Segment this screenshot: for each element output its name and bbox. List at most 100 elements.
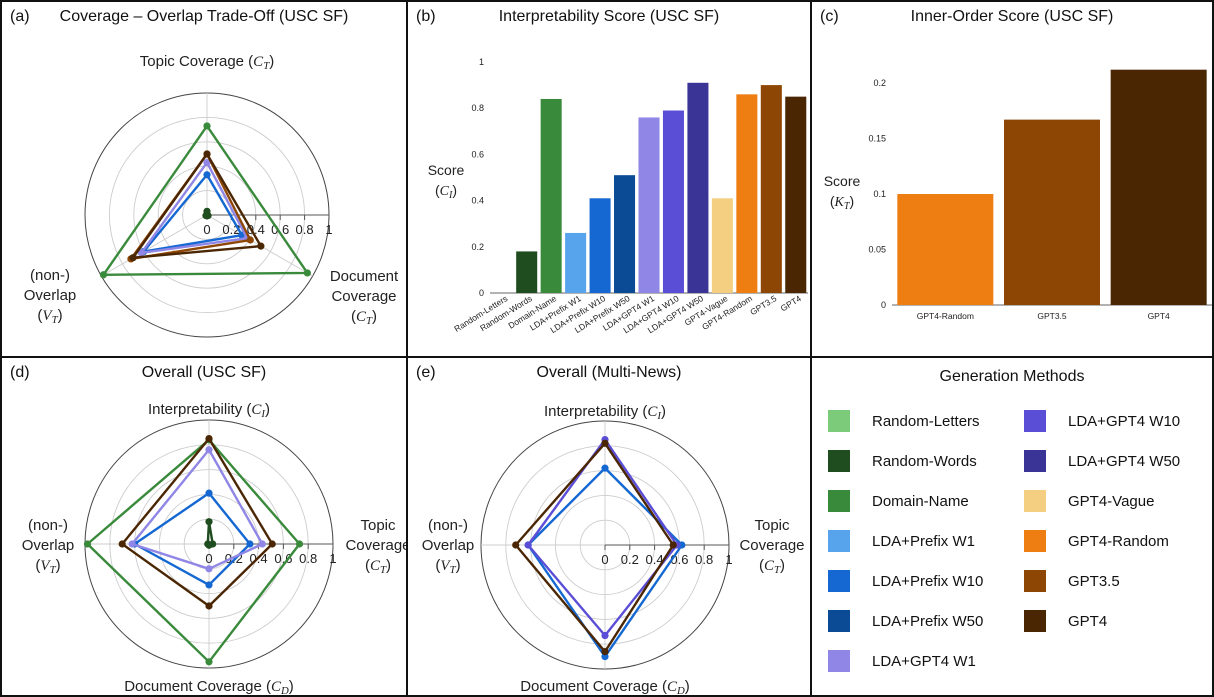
radial-tick-label: 1 [725,552,732,567]
bar [516,251,538,293]
data-point [303,269,311,277]
data-point [203,158,211,167]
radial-tick-label: 0.6 [274,551,292,566]
data-point [205,602,213,610]
legend-label: Random-Letters [872,412,980,430]
axis-label: (VT) [435,557,460,576]
legend-label: GPT3.5 [1068,572,1120,590]
axis-label: (non-) [30,267,70,284]
series-line [102,124,309,276]
radial-tick-label: 0.2 [621,552,639,567]
data-point [246,236,254,244]
series-line [86,438,301,663]
data-point [257,242,265,250]
x-tick-label: GPT4 [779,293,803,313]
axis-label: (VT) [35,557,60,576]
radial-tick-label: 0.4 [646,552,664,567]
legend-item: LDA+GPT4 W1 [828,650,976,672]
legend-item: GPT4-Vague [1024,490,1154,512]
series-line [140,161,249,255]
data-point [202,212,210,220]
bar-chart-interpretability: 00.20.40.60.81Random-LettersRandom-Words… [428,57,808,335]
axis-label: Topic [360,517,396,534]
bar [711,198,733,293]
legend-swatch [828,530,850,552]
axis-label: Document Coverage (CD) [124,678,294,697]
y-axis-label: Score [428,162,465,178]
y-axis-label: Score [824,173,861,189]
radial-tick-label: 0.8 [299,551,317,566]
axis-label: Topic Coverage (CT) [140,53,274,72]
panel-label: (d) [10,364,30,381]
legend-label: Random-Words [872,452,977,470]
data-point [83,540,92,548]
bar-group: 0 0.05 0.1 0.15 0.2 GPT4-Random GPT3.5 GPT4 Scor… [824,69,1212,321]
data-point [205,435,213,443]
data-point [203,150,211,158]
x-tick-label: GPT4-Random [917,311,974,321]
axis-label: Document Coverage (CD) [520,678,690,697]
axis-label: (non-) [28,517,68,534]
data-point [205,446,213,454]
panel-overall-uscsf: 0 0.2 0.4 0.6 0.8 1 Interpretability (CI) Topic… [0,356,408,697]
legend-item: LDA+Prefix W50 [828,610,983,632]
series-line [131,152,263,259]
legend-item: LDA+Prefix W1 [828,530,975,552]
chart-title: Interpretability Score (USC SF) [498,8,720,25]
axis-label: Document [330,268,399,285]
data-point [601,648,609,656]
y-tick-label: 0 [881,300,886,310]
data-point [205,489,213,497]
legend-swatch [1024,490,1046,512]
series-line [142,173,244,253]
data-point [137,249,146,257]
data-point [601,439,609,447]
panel-label: (a) [10,8,30,25]
legend-item: GPT4 [1024,610,1107,632]
legend-swatch [828,450,850,472]
radial-tick-label: 1 [325,222,332,237]
chart-title: Coverage – Overlap Trade-Off (USC SF) [59,8,349,25]
bar [687,82,709,293]
legend-title: Generation Methods [939,368,1085,385]
panel-label: (e) [416,364,436,381]
axis-label: (non-) [428,517,468,534]
y-tick-label: 0.15 [868,134,886,144]
data-point [118,540,126,548]
data-point [99,271,108,279]
axis-label: (CT) [365,557,391,576]
legend-swatch [828,410,850,432]
axis-label: Coverage [345,537,408,554]
data-point [601,653,609,661]
legend-swatch [1024,610,1046,632]
data-point [203,171,211,179]
data-point [204,540,212,548]
legend-swatch [1024,530,1046,552]
grid-spoke [101,214,208,277]
legend-label: GPT4 [1068,612,1108,630]
bar [785,96,807,294]
axis-label: (VT) [37,307,62,326]
bar [897,194,994,305]
legend-swatch [828,490,850,512]
data-point [669,541,677,549]
y-tick-label: 1 [479,57,484,67]
data-point [129,254,137,262]
panel-coverage-overlap: 0 0.2 0.4 0.6 0.8 1 Topic Coverage (CT) Documen… [0,0,408,358]
axis-label: Interpretability (CI) [148,401,270,420]
bar [540,98,562,294]
panel-label: (b) [416,8,436,25]
axis-label: Interpretability (CI) [544,403,666,422]
legend-swatch [828,570,850,592]
y-axis-label-symbol: (CI) [435,182,457,201]
axis-label: Overlap [422,537,475,554]
bar [1004,119,1100,305]
legend-label: GPT4-Vague [1068,492,1155,510]
data-point [128,540,136,548]
legend-item: LDA+Prefix W10 [828,570,983,592]
